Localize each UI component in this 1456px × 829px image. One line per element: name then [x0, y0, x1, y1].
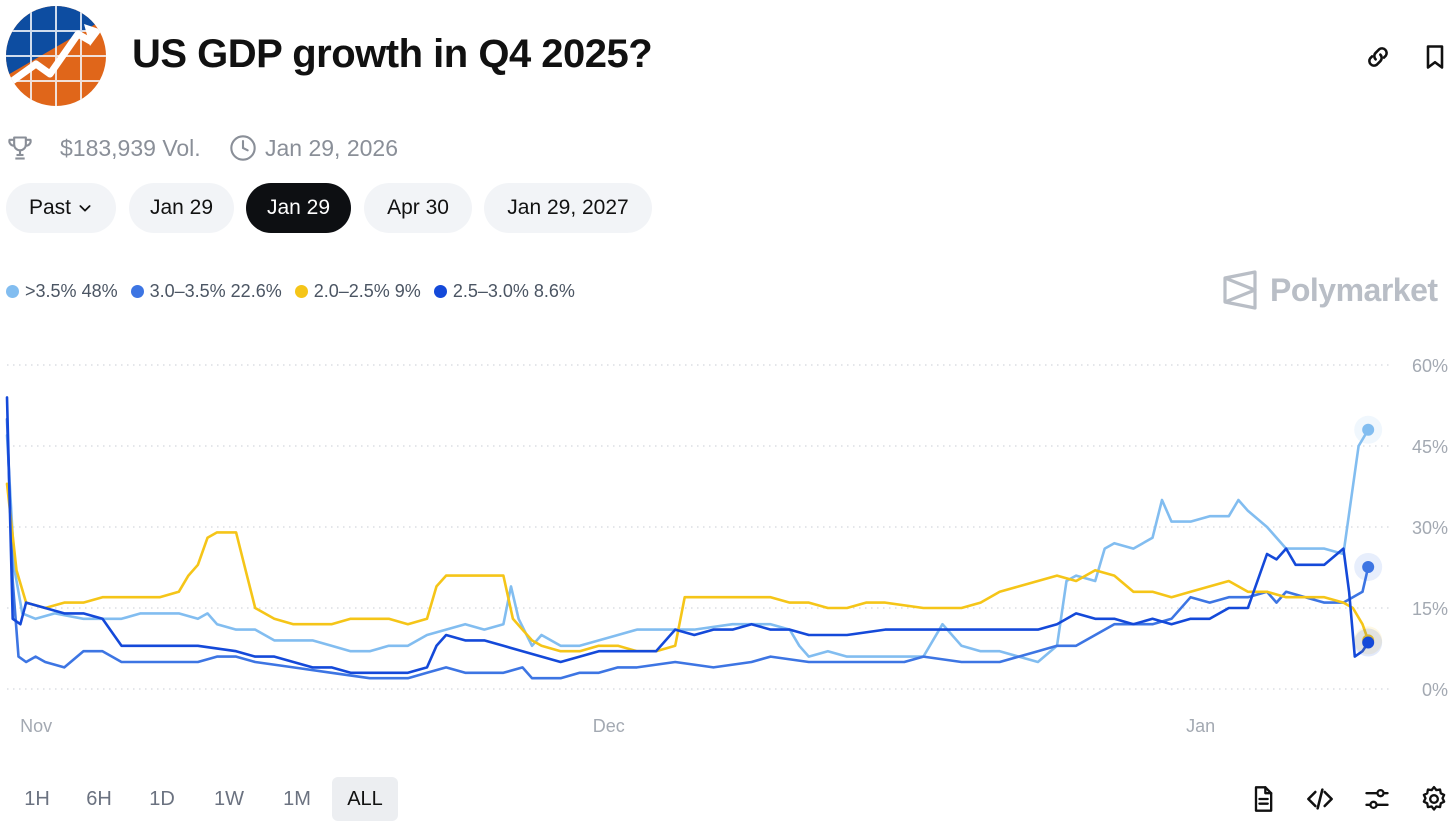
legend-series-value: 8.6% [533, 280, 575, 301]
legend-item: 2.5–3.0% 8.6% [433, 280, 575, 302]
sliders-icon[interactable] [1363, 785, 1391, 813]
legend-item: 2.0–2.5% 9% [294, 280, 421, 302]
series-layer [5, 396, 1370, 680]
chart-legend: >3.5% 48% 3.0–3.5% 22.6% 2.0–2.5% 9% 2.5… [6, 278, 588, 304]
past-dropdown[interactable]: Past [6, 183, 116, 233]
series-line-1 [5, 417, 1370, 680]
code-icon[interactable] [1306, 785, 1334, 813]
x-tick-label: Nov [20, 716, 52, 736]
y-tick-label: 0% [1422, 680, 1448, 700]
clock-icon [230, 135, 256, 161]
legend-series-value: 9% [394, 280, 421, 301]
legend-dot [130, 284, 144, 298]
y-tick-label: 45% [1412, 437, 1448, 457]
series-line-2 [5, 482, 1370, 653]
document-icon[interactable] [1249, 785, 1277, 813]
legend-series-name: 2.5–3.0% [452, 280, 529, 301]
legend-series-value: 22.6% [230, 280, 282, 301]
legend-dot [433, 284, 447, 298]
grid-layer [7, 364, 1392, 690]
past-dropdown-label: Past [28, 196, 72, 219]
end-date-text: Jan 29, 2026 [265, 135, 399, 161]
y-tick-label: 60% [1412, 356, 1448, 376]
polymarket-watermark: Polymarket [1222, 268, 1438, 312]
endpoint-dot [1362, 560, 1375, 573]
y-tick-label: 15% [1412, 599, 1448, 619]
watermark-text: Polymarket [1270, 271, 1438, 308]
tick-layer: 0% 15% 30% 45% 60% Nov Dec Jan [20, 356, 1448, 736]
chevron-down-icon [79, 205, 91, 212]
endpoint-dot [1362, 423, 1375, 436]
endpoint-layer [1354, 415, 1383, 657]
y-tick-label: 30% [1412, 518, 1448, 538]
volume-text: $183,939 Vol. [60, 135, 201, 161]
trophy-icon [8, 136, 32, 160]
range-button-all[interactable]: ALL [332, 777, 398, 821]
date-pill-jan-29-2027[interactable]: Jan 29, 2027 [484, 183, 652, 233]
range-button-1w[interactable]: 1W [214, 787, 244, 810]
legend-series-name: 3.0–3.5% [149, 280, 226, 301]
settings-icon[interactable] [1420, 785, 1448, 813]
range-button-6h[interactable]: 6H [86, 787, 112, 810]
legend-dot [6, 284, 19, 298]
endpoint-dot [1362, 636, 1375, 649]
legend-series-name: >3.5% [25, 280, 77, 301]
bookmark-icon[interactable] [1421, 43, 1449, 71]
series-line-3 [5, 396, 1370, 675]
x-tick-label: Dec [593, 716, 625, 736]
legend-dot [294, 284, 308, 298]
date-pill-jan-29-first[interactable]: Jan 29 [129, 183, 234, 233]
x-tick-label: Jan [1186, 716, 1215, 736]
range-button-1h[interactable]: 1H [24, 787, 50, 810]
legend-item: >3.5% 48% [6, 281, 118, 302]
price-chart: 0% 15% 30% 45% 60% Nov Dec Jan [5, 356, 1448, 736]
legend-series-name: 2.0–2.5% [313, 280, 390, 301]
page-title: US GDP growth in Q4 2025? [132, 32, 653, 76]
date-pill-jan-29-selected[interactable]: Jan 29 [246, 183, 351, 233]
market-logo [6, 6, 106, 106]
legend-series-value: 48% [81, 280, 118, 301]
range-button-1m[interactable]: 1M [283, 787, 311, 810]
series-line-0 [5, 428, 1370, 664]
legend-item: 3.0–3.5% 22.6% [130, 280, 282, 302]
range-button-1d[interactable]: 1D [149, 787, 175, 810]
polymarket-logo-icon [1223, 270, 1257, 310]
date-pill-apr-30[interactable]: Apr 30 [364, 183, 472, 233]
link-icon[interactable] [1364, 43, 1392, 71]
